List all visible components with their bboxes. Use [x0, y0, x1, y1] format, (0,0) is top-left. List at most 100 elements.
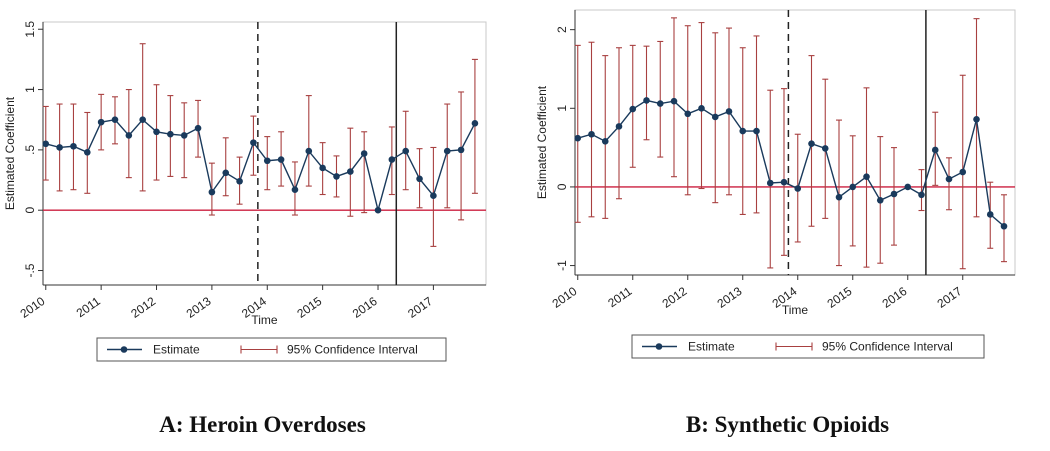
y-axis-title: Estimated Coefficient [535, 85, 549, 199]
estimate-point [305, 147, 313, 155]
legend-estimate-marker [120, 346, 128, 353]
estimate-point [904, 183, 912, 191]
estimate-point [643, 97, 650, 104]
x-tick-label: 2011 [605, 284, 634, 310]
y-tick-label: 0 [23, 207, 37, 214]
estimate-point [360, 150, 368, 157]
plot-frame [42, 21, 487, 286]
estimate-point [236, 177, 243, 185]
estimate-point [97, 118, 105, 126]
estimate-point [416, 175, 423, 183]
estimate-point [111, 116, 119, 124]
x-tick-label: 2010 [18, 294, 48, 321]
estimate-point [222, 169, 230, 177]
y-axis-title: Estimated Coefficient [3, 96, 17, 210]
estimate-point [588, 130, 595, 138]
estimate-point [601, 138, 609, 145]
estimate-point [766, 179, 774, 187]
x-axis-title: Time [251, 313, 278, 327]
estimate-point [780, 178, 788, 186]
estimate-point [945, 175, 953, 183]
x-tick-label: 2013 [715, 284, 745, 311]
estimate-point [402, 147, 410, 155]
estimate-point [250, 139, 257, 146]
x-tick-label: 2017 [405, 294, 435, 321]
y-tick-label: 1 [23, 86, 37, 93]
estimate-point [656, 100, 664, 107]
estimate-point [670, 97, 678, 105]
x-tick-label: 2010 [550, 284, 580, 311]
estimate-point [180, 132, 188, 139]
x-tick-label: 2017 [935, 284, 965, 311]
x-tick-label: 2016 [350, 294, 380, 321]
caption-synthetic: B: Synthetic Opioids [685, 412, 890, 437]
legend-ci-label: 95% Confidence Interval [822, 340, 953, 354]
estimate-point [84, 148, 91, 156]
x-tick-label: 2012 [128, 294, 158, 321]
estimate-point [194, 124, 202, 132]
estimate-point [849, 183, 857, 191]
x-tick-label: 2011 [74, 294, 103, 320]
x-tick-label: 2015 [825, 284, 855, 311]
y-tick-label: 1 [555, 105, 569, 112]
estimate-point [277, 156, 285, 163]
estimate-point [319, 164, 326, 172]
estimate-point [70, 142, 77, 150]
x-tick-label: 2016 [880, 284, 910, 311]
estimate-point [684, 110, 692, 118]
estimate-point [1000, 222, 1008, 230]
estimate-point [457, 146, 465, 154]
estimate-point [725, 108, 733, 115]
y-tick-label: 0 [555, 183, 569, 190]
legend-estimate-label: Estimate [153, 343, 200, 357]
estimate-point [125, 132, 133, 139]
estimate-point [574, 134, 582, 142]
panel-heroin: -.5 0.5 1 1.5 2010 2011 2012 2013 2014 2015 2016 20… [3, 21, 487, 437]
estimate-point [835, 193, 843, 201]
estimate-point [208, 188, 216, 196]
y-tick-label: 2 [555, 26, 569, 33]
caption-heroin: A: Heroin Overdoses [159, 412, 366, 437]
estimate-point [347, 168, 354, 175]
estimate-point [167, 130, 174, 138]
x-tick-label: 2015 [294, 294, 324, 321]
x-axis-title: Time [782, 303, 809, 317]
y-tick-label: .5 [23, 145, 37, 155]
estimate-point [443, 147, 451, 155]
estimate-point [986, 211, 994, 218]
estimate-point [291, 186, 299, 193]
estimate-point [863, 173, 870, 181]
y-tick-label: -.5 [23, 263, 37, 277]
estimate-point [56, 144, 63, 151]
estimate-point [698, 104, 705, 112]
estimate-point [808, 140, 815, 147]
estimate-point [876, 196, 884, 204]
y-tick-label: -1 [555, 260, 569, 271]
estimate-point [153, 128, 160, 136]
estimate-point [739, 127, 747, 135]
y-tick-label: 1.5 [23, 21, 37, 38]
estimate-point [821, 145, 829, 152]
estimate-point [629, 105, 637, 113]
estimate-point [890, 190, 898, 198]
estimate-point [753, 127, 760, 135]
legend-estimate-label: Estimate [688, 340, 735, 354]
panel-synthetic: -1 0 1 2 2010 2011 2012 2013 2014 2015 2016 2017 Tim… [525, 0, 1050, 451]
estimate-point [374, 206, 382, 214]
estimate-point [931, 146, 939, 154]
estimate-point [42, 140, 50, 148]
x-tick-label: 2013 [184, 294, 214, 321]
estimate-point [918, 191, 925, 199]
estimate-point [430, 192, 437, 200]
estimate-point [388, 156, 396, 163]
estimate-point [333, 173, 340, 180]
estimate-point [263, 157, 271, 165]
estimate-point [959, 168, 967, 176]
estimate-point [794, 185, 802, 192]
plot-frame [574, 9, 1016, 276]
estimate-point [711, 113, 719, 121]
legend-ci-label: 95% Confidence Interval [287, 343, 418, 357]
x-tick-label: 2012 [660, 284, 690, 311]
